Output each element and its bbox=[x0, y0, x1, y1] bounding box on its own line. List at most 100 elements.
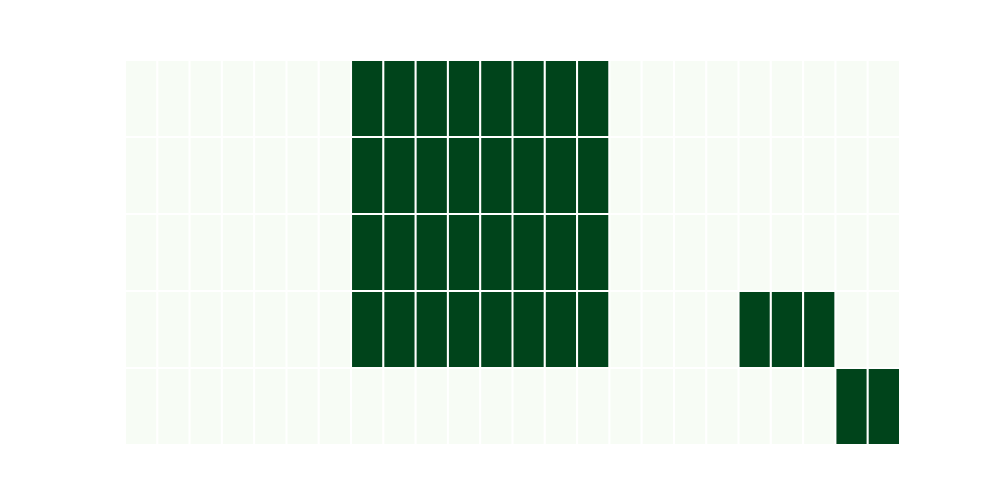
heatmap-cell-r3-c20 bbox=[769, 290, 805, 369]
heatmap-cell-r1-c14 bbox=[576, 136, 611, 215]
heatmap-cell-r2-c5 bbox=[285, 213, 320, 292]
heatmap-cell-r0-c6 bbox=[317, 59, 353, 138]
heatmap-cell-r1-c20 bbox=[769, 136, 805, 215]
heatmap-cell-r3-c7 bbox=[350, 290, 385, 369]
heatmap-cell-r2-c23 bbox=[866, 213, 902, 292]
heatmap-cell-r4-c20 bbox=[769, 367, 805, 446]
heatmap-cell-r4-c22 bbox=[834, 367, 869, 446]
heatmap-cell-r3-c4 bbox=[253, 290, 288, 369]
heatmap-cell-r4-c7 bbox=[350, 367, 385, 446]
heatmap-cell-r1-c3 bbox=[220, 136, 256, 215]
heatmap-cell-r4-c18 bbox=[705, 367, 740, 446]
heatmap-cell-r0-c3 bbox=[220, 59, 256, 138]
heatmap-cell-r4-c23 bbox=[866, 367, 902, 446]
heatmap-cell-r3-c13 bbox=[543, 290, 579, 369]
heatmap-cell-r3-c14 bbox=[576, 290, 611, 369]
heatmap-cell-r0-c2 bbox=[188, 59, 223, 138]
heatmap-cell-r4-c6 bbox=[317, 367, 353, 446]
heatmap-cell-r1-c19 bbox=[737, 136, 772, 215]
heatmap-cell-r4-c11 bbox=[479, 367, 514, 446]
heatmap-cell-r3-c17 bbox=[672, 290, 708, 369]
heatmap-cell-r1-c15 bbox=[608, 136, 643, 215]
heatmap-cell-r1-c9 bbox=[414, 136, 449, 215]
heatmap-cell-r3-c19 bbox=[737, 290, 772, 369]
heatmap-cell-r4-c5 bbox=[285, 367, 320, 446]
heatmap-cell-r4-c8 bbox=[382, 367, 417, 446]
heatmap-cell-r2-c19 bbox=[737, 213, 772, 292]
heatmap-cell-r0-c18 bbox=[705, 59, 740, 138]
heatmap-cell-r0-c17 bbox=[672, 59, 708, 138]
heatmap-cell-r0-c21 bbox=[802, 59, 837, 138]
heatmap-cell-r4-c15 bbox=[608, 367, 643, 446]
heatmap-cell-r1-c23 bbox=[866, 136, 902, 215]
heatmap-cell-r2-c13 bbox=[543, 213, 579, 292]
heatmap-cell-r2-c2 bbox=[188, 213, 223, 292]
heatmap-cell-r0-c15 bbox=[608, 59, 643, 138]
heatmap-cell-r4-c14 bbox=[576, 367, 611, 446]
heatmap-cell-r0-c10 bbox=[446, 59, 482, 138]
heatmap-cell-r4-c16 bbox=[640, 367, 675, 446]
heatmap-cell-r3-c11 bbox=[479, 290, 514, 369]
heatmap-cell-r2-c8 bbox=[382, 213, 417, 292]
heatmap-cell-r4-c4 bbox=[253, 367, 288, 446]
heatmap-cell-r1-c18 bbox=[705, 136, 740, 215]
heatmap-cell-r1-c8 bbox=[382, 136, 417, 215]
heatmap-cell-r2-c21 bbox=[802, 213, 837, 292]
heatmap-cell-r0-c11 bbox=[479, 59, 514, 138]
heatmap-cell-r3-c16 bbox=[640, 290, 675, 369]
heatmap-cell-r0-c0 bbox=[124, 59, 159, 138]
heatmap-cell-r1-c2 bbox=[188, 136, 223, 215]
heatmap-cell-r2-c3 bbox=[220, 213, 256, 292]
heatmap-cell-r3-c6 bbox=[317, 290, 353, 369]
heatmap-cell-r2-c14 bbox=[576, 213, 611, 292]
heatmap-cell-r0-c8 bbox=[382, 59, 417, 138]
heatmap-cell-r0-c12 bbox=[511, 59, 546, 138]
heatmap-cell-r1-c6 bbox=[317, 136, 353, 215]
heatmap-cell-r3-c12 bbox=[511, 290, 546, 369]
heatmap-cell-r2-c20 bbox=[769, 213, 805, 292]
heatmap-cell-r1-c0 bbox=[124, 136, 159, 215]
heatmap-cell-r0-c4 bbox=[253, 59, 288, 138]
heatmap-cell-r0-c1 bbox=[156, 59, 191, 138]
heatmap-cell-r3-c18 bbox=[705, 290, 740, 369]
heatmap-cell-r4-c1 bbox=[156, 367, 191, 446]
heatmap-cell-r0-c7 bbox=[350, 59, 385, 138]
heatmap-cell-r4-c21 bbox=[802, 367, 837, 446]
heatmap-cell-r2-c18 bbox=[705, 213, 740, 292]
heatmap-cell-r1-c1 bbox=[156, 136, 191, 215]
heatmap-cell-r3-c23 bbox=[866, 290, 902, 369]
heatmap-cell-r1-c11 bbox=[479, 136, 514, 215]
heatmap-cell-r3-c0 bbox=[124, 290, 159, 369]
heatmap-cell-r0-c23 bbox=[866, 59, 902, 138]
heatmap-cell-r0-c5 bbox=[285, 59, 320, 138]
heatmap-cell-r3-c8 bbox=[382, 290, 417, 369]
heatmap-cell-r1-c10 bbox=[446, 136, 482, 215]
heatmap-cell-r3-c15 bbox=[608, 290, 643, 369]
heatmap-cell-r3-c2 bbox=[188, 290, 223, 369]
heatmap-cell-r2-c7 bbox=[350, 213, 385, 292]
heatmap-cell-r2-c9 bbox=[414, 213, 449, 292]
heatmap-cell-r2-c6 bbox=[317, 213, 353, 292]
heatmap-cell-r2-c4 bbox=[253, 213, 288, 292]
heatmap-cell-r1-c4 bbox=[253, 136, 288, 215]
heatmap-cell-r2-c0 bbox=[124, 213, 159, 292]
heatmap-cell-r3-c10 bbox=[446, 290, 482, 369]
heatmap-cell-r0-c16 bbox=[640, 59, 675, 138]
heatmap-cell-r1-c17 bbox=[672, 136, 708, 215]
heatmap-cell-r0-c19 bbox=[737, 59, 772, 138]
heatmap-cell-r3-c9 bbox=[414, 290, 449, 369]
heatmap-cell-r2-c15 bbox=[608, 213, 643, 292]
heatmap-cell-r1-c22 bbox=[834, 136, 869, 215]
heatmap-cell-r4-c12 bbox=[511, 367, 546, 446]
heatmap-cell-r2-c10 bbox=[446, 213, 482, 292]
heatmap-cell-r1-c21 bbox=[802, 136, 837, 215]
heatmap-cell-r2-c12 bbox=[511, 213, 546, 292]
heatmap-cell-r4-c13 bbox=[543, 367, 579, 446]
heatmap-cell-r2-c1 bbox=[156, 213, 191, 292]
heatmap-cell-r3-c1 bbox=[156, 290, 191, 369]
heatmap-cell-r3-c3 bbox=[220, 290, 256, 369]
heatmap-cell-r0-c9 bbox=[414, 59, 449, 138]
heatmap-cell-r2-c16 bbox=[640, 213, 675, 292]
heatmap-cell-r0-c13 bbox=[543, 59, 579, 138]
